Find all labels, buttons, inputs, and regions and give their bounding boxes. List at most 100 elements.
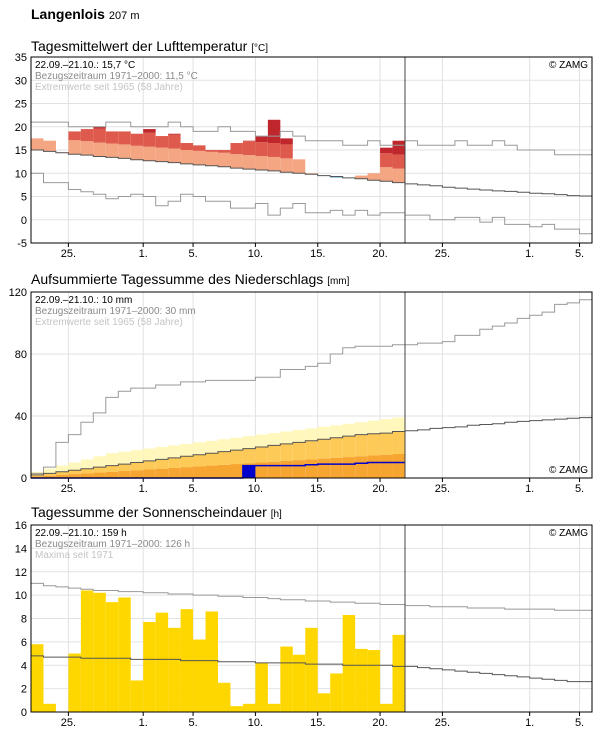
temp-bar [355, 175, 368, 179]
temp-bar [280, 158, 293, 173]
sun-bar [267, 703, 281, 712]
precip-band-lower [305, 459, 318, 478]
sun-bar [168, 627, 181, 712]
temp-bar [330, 176, 343, 178]
sun-bar [242, 703, 256, 712]
temp-bar [380, 153, 393, 168]
sun-bar [130, 680, 144, 712]
chart-panel-sun: 0 2 4 6 8 10 12 14 16 25. 1. 5. 10. 15. 20. 25. 1. 5. 22.0… [15, 520, 593, 729]
precip-band-mid [355, 434, 368, 457]
sun-bar [280, 646, 293, 712]
precip-band-mid [168, 457, 181, 468]
temp-bar [242, 155, 256, 170]
precip-band-upper [317, 426, 331, 440]
y-tick-label: 8 [21, 614, 27, 626]
y-tick-label: 10 [15, 590, 27, 602]
extreme-max-line [31, 582, 592, 611]
y-tick-label: 30 [15, 75, 27, 87]
x-tick-label: 20. [372, 717, 387, 729]
y-tick-label: 16 [15, 520, 27, 532]
temp-bar [205, 151, 218, 166]
sun-bar [380, 703, 393, 712]
x-tick-label: 20. [372, 248, 387, 260]
precip-band-mid [68, 470, 81, 475]
precip-band-upper [168, 445, 181, 458]
temp-bar [292, 159, 306, 174]
precip-band-lower [155, 468, 169, 478]
precip-band-upper [180, 443, 194, 457]
reference-mean-line [31, 655, 592, 683]
plot-frame [30, 524, 593, 713]
temp-bar [267, 156, 281, 171]
y-tick-label: 10 [15, 168, 27, 180]
copyright-label: © ZAMG [549, 465, 588, 476]
precip-band-mid [380, 433, 393, 455]
sun-unit: [h] [270, 509, 282, 520]
precip-band-lower [367, 455, 381, 478]
precip-band-mid [55, 471, 69, 475]
temp-bar [230, 143, 243, 155]
precip-title-text: Aufsummierte Tagessumme des Niederschlag… [31, 271, 324, 287]
temp-bar [31, 138, 44, 150]
info-line: Extremwerte seit 1965 (58 Jahre) [35, 82, 183, 93]
precip-band-upper [280, 431, 293, 444]
sun-bar [292, 654, 306, 712]
chart-panel-temp: -5 0 5 10 15 20 25 30 35 25. 1. 5. 10. 15. 20. 25. 1. 5. 2… [15, 52, 593, 260]
temp-bar [93, 126, 106, 129]
temp-bar [280, 138, 293, 145]
precip-band-mid [130, 462, 144, 471]
temp-bar [168, 148, 181, 163]
y-tick-label: 25 [15, 99, 27, 111]
precip-band-mid [205, 453, 218, 466]
y-tick-label: 35 [15, 52, 27, 64]
temp-bar [143, 129, 156, 133]
precip-band-upper [380, 419, 393, 434]
plot-frame [30, 291, 593, 479]
x-tick-label: 1. [139, 248, 148, 260]
precip-band-mid [155, 459, 169, 469]
x-tick-label: 10. [248, 717, 263, 729]
temp-bar [180, 150, 194, 164]
precip-band-upper [267, 433, 281, 446]
sun-bar [230, 706, 243, 712]
temp-bar [392, 140, 405, 155]
temp-bar [367, 173, 381, 181]
precip-band-mid [280, 443, 293, 461]
x-tick-label: 5. [188, 483, 197, 495]
temp-bar [255, 156, 268, 170]
precip-band-lower [355, 456, 368, 478]
temp-bar [130, 145, 144, 160]
x-tick-label: 1. [139, 483, 148, 495]
sun-bar [80, 590, 94, 712]
temp-bar [267, 143, 281, 157]
temp-bar [118, 131, 131, 145]
y-tick-label: 0 [21, 215, 27, 227]
sun-bar [392, 634, 405, 712]
chart-panel-precip: 0 40 80 120 25. 1. 5. 10. 15. 20. 25. 1. 5. 22.09.–21… [9, 287, 593, 495]
x-tick-label: 25. [435, 248, 450, 260]
sun-bar [255, 662, 268, 712]
precip-band-mid [143, 460, 156, 470]
station-header: Langenlois 207 m [31, 6, 139, 22]
temp-bar [168, 133, 181, 135]
temp-bar [143, 132, 156, 147]
precip-band-upper [330, 425, 343, 438]
precip-band-upper [218, 439, 231, 452]
temp-bar [43, 140, 56, 152]
precip-band-upper [342, 423, 356, 437]
x-tick-label: 5. [575, 483, 584, 495]
precip-band-upper [367, 420, 381, 434]
precip-band-upper [68, 462, 81, 471]
precip-band-upper [255, 434, 268, 447]
precip-band-lower [180, 467, 194, 478]
info-line: Maxima seit 1971 [35, 550, 114, 561]
precip-band-lower [342, 457, 356, 478]
precip-band-upper [230, 437, 243, 451]
x-tick-label: 25. [61, 248, 76, 260]
temp-title-text: Tagesmittelwert der Lufttemperatur [31, 38, 248, 54]
x-tick-label: 15. [310, 483, 325, 495]
info-line: 22.09.–21.10.: 15,7 °C [35, 60, 135, 71]
precip-band-mid [80, 468, 94, 474]
precip-band-lower [330, 457, 343, 478]
y-tick-label: 120 [9, 287, 27, 299]
